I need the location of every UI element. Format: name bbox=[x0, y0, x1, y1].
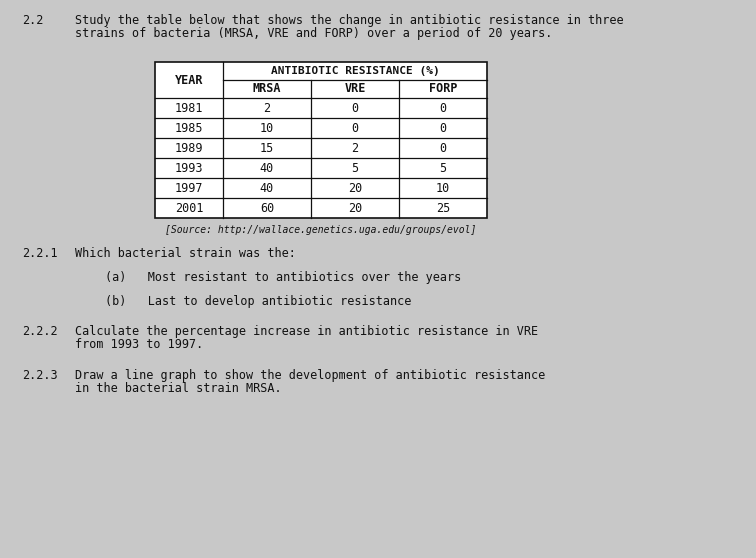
Text: 2: 2 bbox=[263, 102, 271, 114]
Text: 40: 40 bbox=[260, 161, 274, 175]
Text: 2001: 2001 bbox=[175, 201, 203, 214]
Text: 2.2.2: 2.2.2 bbox=[22, 325, 57, 338]
Text: 10: 10 bbox=[260, 122, 274, 134]
Text: 2: 2 bbox=[352, 142, 358, 155]
Text: 5: 5 bbox=[352, 161, 358, 175]
Text: 0: 0 bbox=[439, 122, 447, 134]
Text: Draw a line graph to show the development of antibiotic resistance: Draw a line graph to show the developmen… bbox=[75, 369, 545, 382]
Text: 0: 0 bbox=[439, 142, 447, 155]
Text: strains of bacteria (MRSA, VRE and FORP) over a period of 20 years.: strains of bacteria (MRSA, VRE and FORP)… bbox=[75, 27, 553, 40]
Text: VRE: VRE bbox=[344, 83, 366, 95]
Text: 1989: 1989 bbox=[175, 142, 203, 155]
Text: 40: 40 bbox=[260, 181, 274, 195]
Text: FORP: FORP bbox=[429, 83, 457, 95]
Text: from 1993 to 1997.: from 1993 to 1997. bbox=[75, 338, 203, 351]
Text: 2.2: 2.2 bbox=[22, 14, 43, 27]
Text: 20: 20 bbox=[348, 181, 362, 195]
Bar bbox=[155, 62, 487, 218]
Text: 10: 10 bbox=[436, 181, 450, 195]
Text: 2.2.1: 2.2.1 bbox=[22, 247, 57, 260]
Text: Calculate the percentage increase in antibiotic resistance in VRE: Calculate the percentage increase in ant… bbox=[75, 325, 538, 338]
Text: ANTIBIOTIC RESISTANCE (%): ANTIBIOTIC RESISTANCE (%) bbox=[271, 66, 439, 76]
Text: 0: 0 bbox=[352, 122, 358, 134]
Text: 5: 5 bbox=[439, 161, 447, 175]
Text: (a)   Most resistant to antibiotics over the years: (a) Most resistant to antibiotics over t… bbox=[105, 271, 461, 284]
Text: 1981: 1981 bbox=[175, 102, 203, 114]
Text: (b)   Last to develop antibiotic resistance: (b) Last to develop antibiotic resistanc… bbox=[105, 295, 411, 308]
Text: MRSA: MRSA bbox=[253, 83, 281, 95]
Text: [Source: http://wallace.genetics.uga.edu/groups/evol]: [Source: http://wallace.genetics.uga.edu… bbox=[166, 225, 477, 235]
Text: in the bacterial strain MRSA.: in the bacterial strain MRSA. bbox=[75, 382, 282, 395]
Text: 0: 0 bbox=[439, 102, 447, 114]
Text: Study the table below that shows the change in antibiotic resistance in three: Study the table below that shows the cha… bbox=[75, 14, 624, 27]
Text: 1985: 1985 bbox=[175, 122, 203, 134]
Text: 25: 25 bbox=[436, 201, 450, 214]
Text: 2.2.3: 2.2.3 bbox=[22, 369, 57, 382]
Text: 60: 60 bbox=[260, 201, 274, 214]
Text: 15: 15 bbox=[260, 142, 274, 155]
Text: 1997: 1997 bbox=[175, 181, 203, 195]
Text: 0: 0 bbox=[352, 102, 358, 114]
Text: 20: 20 bbox=[348, 201, 362, 214]
Text: YEAR: YEAR bbox=[175, 74, 203, 86]
Text: 1993: 1993 bbox=[175, 161, 203, 175]
Text: Which bacterial strain was the:: Which bacterial strain was the: bbox=[75, 247, 296, 260]
